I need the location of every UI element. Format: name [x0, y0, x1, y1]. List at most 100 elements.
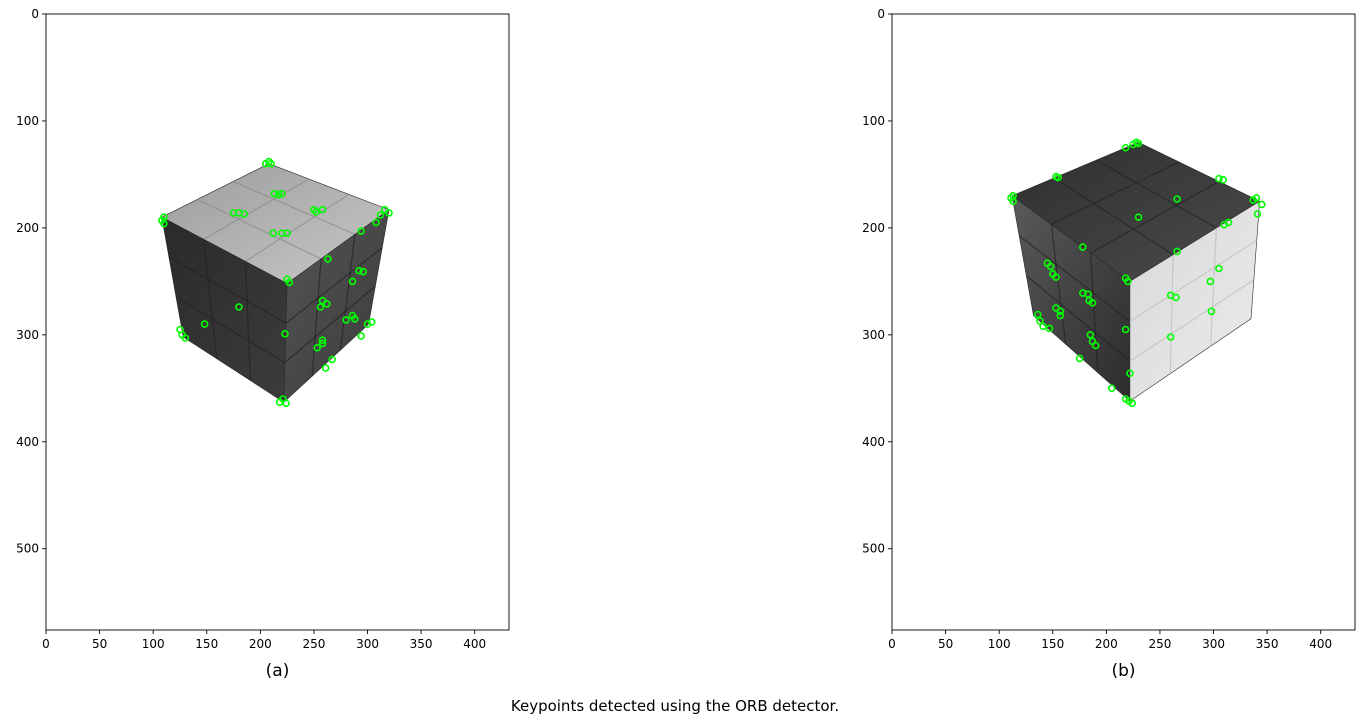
panel-b: 0 50 100 150 200 250 300 350 400 0 100 200 300 400 500… [862, 7, 1356, 681]
keypoint-marker [1121, 143, 1130, 152]
keypoint-marker [281, 329, 289, 338]
cube-grid-line [232, 180, 356, 235]
keypoint-marker [1249, 196, 1257, 204]
cube-grid-line [1090, 181, 1220, 254]
cube-grid-line [168, 256, 287, 324]
cube-grid-line [311, 258, 322, 377]
keypoint-marker [1054, 173, 1062, 182]
keypoint-marker [285, 278, 294, 287]
y-tick-label: 300 [862, 328, 885, 342]
keypoint-marker [1206, 277, 1215, 286]
keypoint-marker [318, 205, 327, 214]
cube-grid-line [1025, 275, 1131, 362]
panel-label: (a) [266, 661, 290, 681]
keypoint-marker [1075, 354, 1084, 363]
figure-caption: Keypoints detected using the ORB detecto… [511, 697, 839, 715]
keypoint-marker [1134, 213, 1143, 221]
keypoint-marker [1107, 384, 1116, 393]
keypoint-marker [357, 332, 365, 340]
cube-grid-line [1050, 224, 1067, 345]
cube-grid-line [175, 296, 286, 364]
keypoint-marker [328, 355, 337, 364]
cube-grid-line [197, 198, 322, 260]
keypoint-marker [342, 316, 350, 324]
keypoint-marker [357, 227, 365, 235]
panel-a: 0 50 100 150 200 250 300 350 400 0 100 200 300 400 500… [16, 7, 510, 681]
x-tick-label: 100 [988, 637, 1011, 651]
x-tick-label: 0 [42, 637, 50, 651]
x-tick-label: 300 [356, 637, 379, 651]
cube-grid-line [285, 247, 383, 324]
y-tick-label: 500 [862, 542, 885, 556]
keypoint-marker [1045, 324, 1054, 333]
x-tick-label: 150 [1041, 637, 1064, 651]
keypoint-marker [318, 339, 327, 348]
cube-grid-line [203, 178, 310, 240]
keypoint-marker [350, 314, 359, 323]
cube-grid-line [1096, 159, 1217, 229]
keypoint-marker [158, 216, 166, 225]
keypoint-marker [1219, 176, 1227, 184]
keypoint-marker [1166, 333, 1175, 341]
keypoint-marker [1007, 194, 1015, 202]
keypoint-marker [1173, 247, 1181, 256]
keypoint-marker [318, 336, 327, 345]
x-tick-label: 200 [249, 637, 272, 651]
y-tick-label: 500 [16, 542, 39, 556]
keypoint-marker [1207, 307, 1216, 316]
x-tick-label: 50 [938, 637, 953, 651]
cube-grid-line [244, 261, 251, 381]
keypoint-marker [270, 189, 279, 198]
y-tick-label: 200 [862, 221, 885, 235]
x-tick-label: 400 [463, 637, 486, 651]
keypoint-marker [1172, 293, 1180, 302]
cube-right-face [283, 209, 390, 403]
keypoint-marker [200, 320, 209, 328]
keypoint-marker [1126, 369, 1134, 378]
keypoint-marker [310, 205, 318, 214]
cube-grid-line [1018, 235, 1131, 322]
cube-grid-line [1129, 279, 1255, 362]
x-tick-label: 400 [1309, 637, 1332, 651]
x-tick-label: 200 [1095, 637, 1118, 651]
cube-grid-line [1051, 161, 1180, 225]
x-tick-label: 100 [142, 637, 165, 651]
cube-grid-line [1169, 254, 1174, 374]
y-tick-label: 200 [16, 221, 39, 235]
x-tick-label: 250 [302, 637, 325, 651]
y-tick-label: 0 [31, 7, 39, 21]
y-tick-label: 0 [877, 7, 885, 21]
keypoint-marker [283, 229, 291, 237]
keypoint-marker [348, 277, 357, 286]
cube-grid-line [339, 234, 356, 351]
keypoint-marker [235, 303, 243, 311]
keypoint-marker [1215, 264, 1223, 273]
x-tick-label: 250 [1148, 637, 1171, 651]
y-tick-label: 100 [16, 114, 39, 128]
keypoint-marker [324, 255, 332, 263]
keypoint-marker [1173, 195, 1181, 203]
keypoint-marker [1091, 341, 1100, 350]
keypoint-marker [1039, 322, 1047, 331]
y-tick-label: 400 [16, 435, 39, 449]
keypoint-marker [385, 209, 393, 217]
keypoint-marker [1132, 138, 1141, 147]
keypoint-marker [376, 211, 385, 219]
keypoint-marker [1124, 277, 1132, 286]
cube-grid-line [284, 285, 376, 364]
x-tick-label: 50 [92, 637, 107, 651]
keypoint-marker [1088, 298, 1097, 307]
keypoint-marker [235, 209, 243, 217]
keypoint-marker [265, 157, 273, 166]
keypoint-marker [176, 325, 184, 334]
x-tick-label: 350 [410, 637, 433, 651]
keypoint-marker [1034, 310, 1042, 319]
keypoint-marker [1215, 174, 1223, 183]
keypoint-marker [1121, 325, 1130, 334]
keypoint-marker [1056, 311, 1065, 320]
keypoint-marker [321, 364, 330, 372]
keypoint-marker [1036, 317, 1044, 325]
x-tick-label: 300 [1202, 637, 1225, 651]
y-tick-label: 300 [16, 328, 39, 342]
